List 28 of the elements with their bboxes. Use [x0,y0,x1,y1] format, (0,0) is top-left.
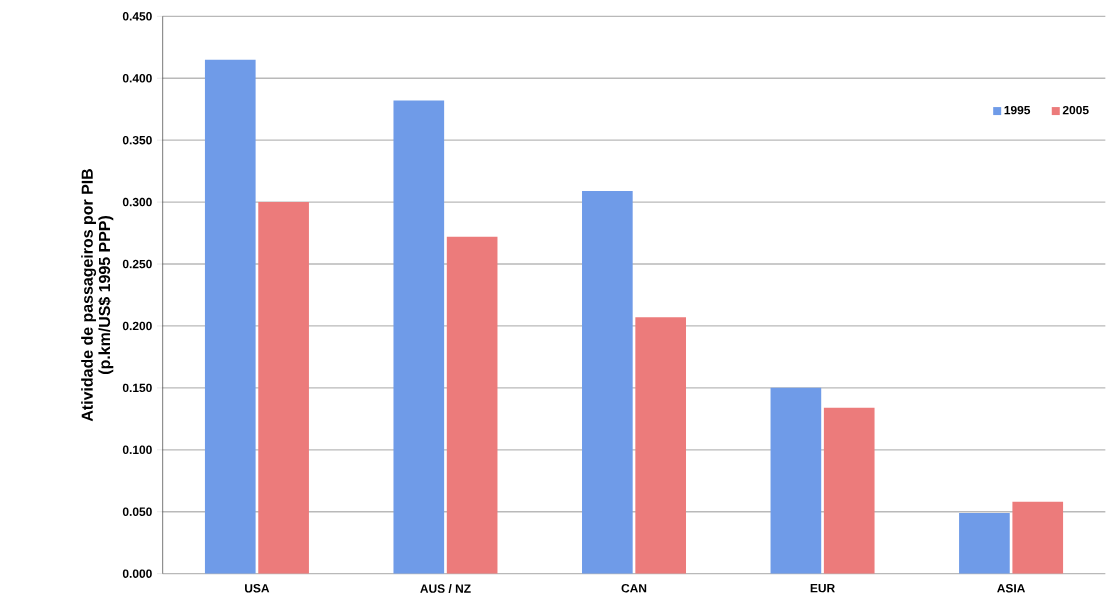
y-tick-label: 0.100 [122,445,152,455]
x-tick-label: AUS / NZ [420,584,471,593]
bar [393,100,445,574]
y-tick-label: 0.000 [122,569,152,578]
bar [582,190,633,574]
x-tick-label: CAN [621,584,647,593]
y-tick-label: 0.150 [122,383,152,393]
bar [823,407,875,574]
y-tick-label: 0.250 [122,259,152,269]
y-tick-label: 0.200 [122,321,152,331]
y-tick-label: 0.300 [122,197,152,207]
y-tick-label: 0.450 [122,12,152,21]
legend-label: 1995 [1004,105,1031,115]
x-tick-label: ASIA [997,584,1026,593]
bar [446,236,498,574]
bar [770,387,822,574]
bar [635,317,687,574]
x-tick-label: USA [245,584,270,593]
legend-label: 2005 [1062,105,1089,115]
bar [258,202,309,574]
bar [204,59,256,574]
y-tick-label: 0.350 [122,135,152,145]
y-tick-label: 0.400 [122,74,152,83]
bar [959,512,1010,574]
bar [1012,501,1064,574]
x-tick-label: EUR [810,584,835,593]
y-axis-title: Atividade de passageiros por PIB (p.km/US$ 1995 PPP) [81,169,114,422]
y-tick-label: 0.050 [122,507,152,516]
